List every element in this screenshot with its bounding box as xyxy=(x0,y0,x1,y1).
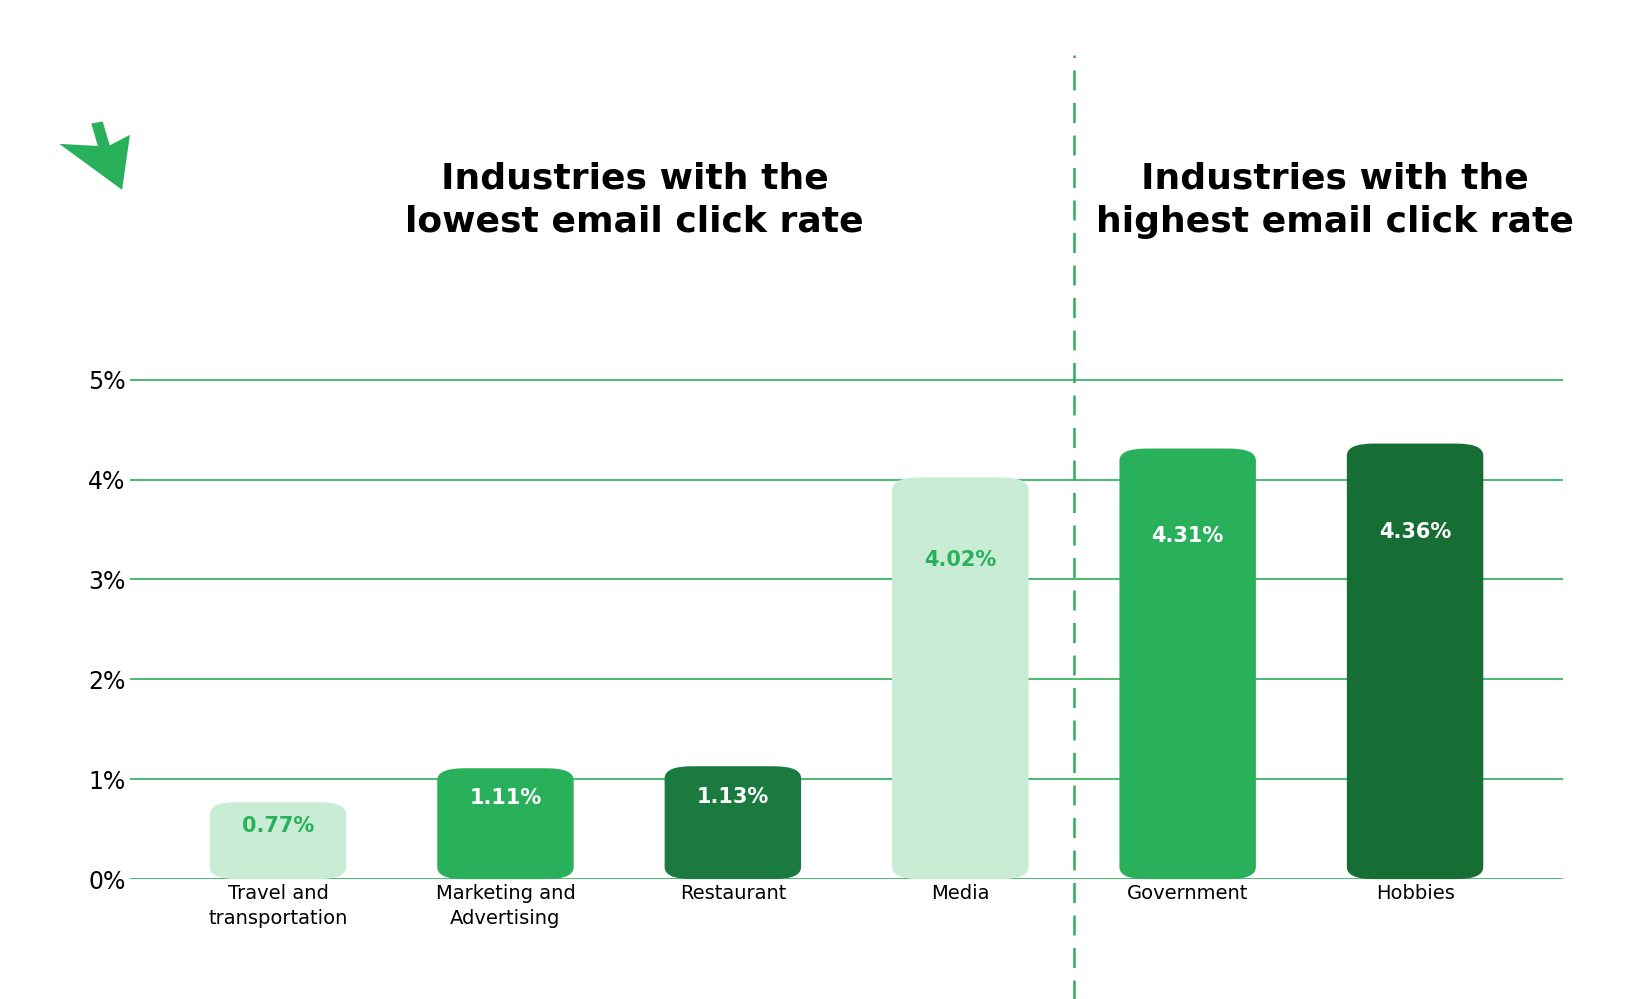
Text: 4.31%: 4.31% xyxy=(1151,526,1224,546)
Text: 0.77%: 0.77% xyxy=(243,816,314,836)
Text: 1.13%: 1.13% xyxy=(697,786,768,806)
Text: 4.02%: 4.02% xyxy=(925,549,996,569)
FancyBboxPatch shape xyxy=(438,768,573,879)
FancyBboxPatch shape xyxy=(210,802,347,879)
FancyBboxPatch shape xyxy=(664,766,801,879)
Text: 1.11%: 1.11% xyxy=(469,788,542,808)
FancyBboxPatch shape xyxy=(892,478,1029,879)
Text: Industries with the
lowest email click rate: Industries with the lowest email click r… xyxy=(405,161,864,239)
FancyBboxPatch shape xyxy=(1346,444,1483,879)
FancyBboxPatch shape xyxy=(1120,449,1255,879)
Text: Industries with the
highest email click rate: Industries with the highest email click … xyxy=(1096,161,1574,239)
Text: 4.36%: 4.36% xyxy=(1379,521,1451,542)
